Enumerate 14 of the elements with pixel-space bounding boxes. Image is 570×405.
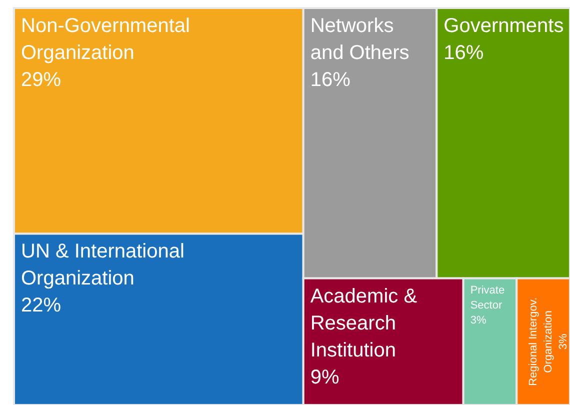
data-label: 3% [470, 314, 486, 326]
category-label: Academic & Research Institution [310, 285, 418, 362]
category-label: Governments [444, 15, 564, 37]
data-label: 29% [21, 69, 62, 91]
category-label: UN & International Organization [21, 240, 184, 290]
data-label: 16% [444, 42, 484, 64]
data-label: 22% [21, 294, 62, 317]
category-label: Private Sector [470, 284, 505, 312]
category-label: Regional Intergov. Organization [528, 297, 554, 386]
data-label: 16% [310, 69, 351, 91]
category-label: Networks and Others [310, 15, 410, 64]
data-label: 9% [310, 366, 340, 388]
data-label: 3% [557, 333, 570, 350]
category-label: Non-Governmental Organization [21, 15, 190, 64]
